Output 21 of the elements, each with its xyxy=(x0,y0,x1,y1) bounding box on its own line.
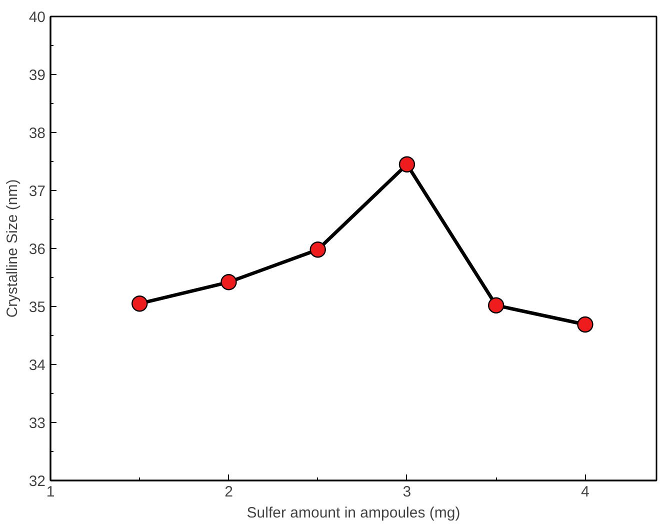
point xyxy=(398,156,416,172)
point xyxy=(577,316,594,333)
y-tick-label: 37 xyxy=(28,183,46,200)
y-tick-label: 34 xyxy=(28,357,46,374)
x-tick-label: 4 xyxy=(581,484,590,500)
y-tick-label: 38 xyxy=(28,125,46,142)
x-axis-title: Sulfer amount in ampoules (mg) xyxy=(246,504,460,522)
y-tick-label: 36 xyxy=(28,241,46,258)
y-tick-label: 33 xyxy=(28,415,46,432)
x-tick-label: 3 xyxy=(402,484,412,500)
y-tick-label: 40 xyxy=(28,9,46,26)
y-tick-label: 39 xyxy=(28,67,46,84)
point xyxy=(310,242,326,258)
y-tick-label: 35 xyxy=(28,299,46,316)
x-tick-label: 2 xyxy=(224,484,233,500)
point xyxy=(220,274,237,290)
point xyxy=(132,296,148,312)
y-axis-title: Crystalline Size (nm) xyxy=(4,179,21,318)
x-tick-label: 1 xyxy=(46,484,55,500)
point xyxy=(488,297,504,314)
y-tick-label: 32 xyxy=(28,473,46,490)
